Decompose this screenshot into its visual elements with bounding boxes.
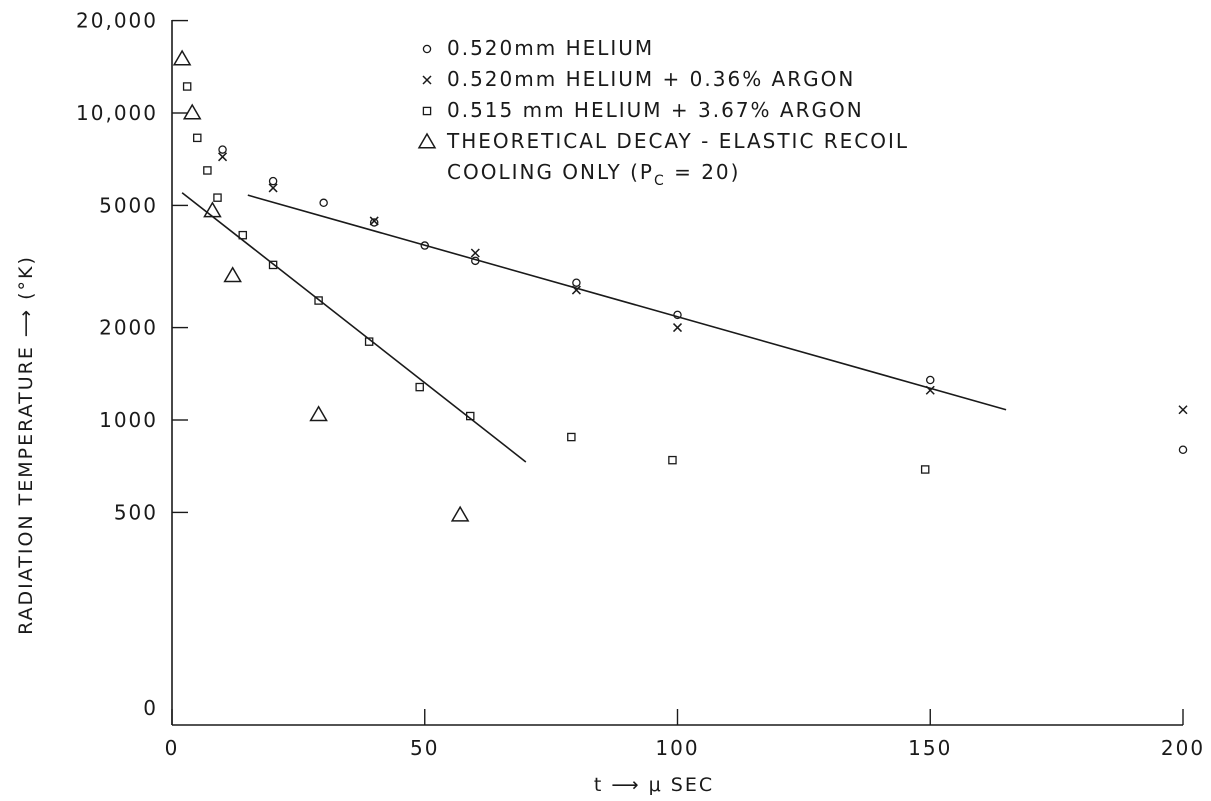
x-axis-title: t ⟶ μ SEC (594, 774, 714, 796)
x-axis-ticks: 0 50 100 150 200 (165, 709, 1205, 760)
legend-label: 0.520mm HELIUM (447, 36, 654, 60)
data-point-triangle (450, 505, 470, 522)
y-tick-label-zero: 0 (143, 696, 158, 720)
data-point-x (218, 152, 228, 162)
data-point-circle (926, 375, 935, 385)
data-point-x (925, 385, 935, 395)
data-point-circle (268, 176, 278, 186)
data-point-circle (673, 310, 682, 320)
data-point-circle (572, 278, 581, 287)
legend-label: THEORETICAL DECAY - ELASTIC RECOIL (446, 129, 909, 153)
data-point-triangle (182, 103, 202, 120)
data-point-square (203, 166, 212, 175)
data-point-triangle (309, 405, 328, 422)
data-point-circle (218, 145, 227, 154)
data-point-square (193, 133, 202, 143)
data-point-x (672, 323, 683, 333)
y-tick-label: 500 (114, 500, 158, 524)
data-point-x (571, 285, 581, 295)
y-tick-label: 10,000 (76, 101, 158, 125)
data-point-x (470, 248, 480, 258)
fit-line (247, 194, 1007, 411)
y-tick-label: 20,000 (76, 9, 158, 33)
x-tick-label: 50 (410, 736, 439, 760)
legend-label-line2: COOLING ONLY (PC = 20) (447, 160, 740, 189)
data-point-x (1178, 405, 1188, 415)
data-point-circle (1178, 445, 1188, 455)
x-tick-label: 0 (165, 736, 180, 760)
x-tick-label: 150 (908, 736, 952, 760)
data-point-square (364, 337, 374, 346)
fit-line (181, 192, 527, 463)
data-point-x (369, 216, 379, 226)
y-axis-title: RADIATION TEMPERATURE ⟶ (°K) (15, 255, 37, 635)
data-point-circle (319, 198, 328, 208)
axes (171, 20, 1183, 726)
legend-marker-circle (422, 44, 432, 54)
x-tick-label: 100 (655, 736, 699, 760)
data-points (172, 49, 1188, 522)
y-axis-ticks: 500 1000 2000 5000 10,000 20,000 0 (76, 9, 188, 720)
data-point-x (268, 183, 278, 193)
data-point-square (567, 432, 576, 442)
data-point-square (465, 411, 475, 421)
fit-lines (181, 192, 1007, 463)
data-point-triangle (203, 201, 222, 218)
legend-marker-triangle (417, 132, 437, 149)
legend-marker-x (422, 75, 432, 85)
data-point-square (238, 230, 248, 240)
y-tick-label: 2000 (99, 316, 158, 340)
y-tick-label: 1000 (99, 408, 158, 432)
legend: 0.520mm HELIUM 0.520mm HELIUM + 0.36% ARG… (417, 36, 909, 189)
data-point-square (415, 382, 424, 392)
data-point-square (668, 455, 677, 465)
legend-label: 0.515 mm HELIUM + 3.67% ARGON (447, 98, 864, 122)
data-point-square (213, 193, 222, 202)
data-point-square (268, 260, 278, 270)
data-point-circle (369, 218, 379, 227)
data-point-triangle (172, 49, 192, 66)
data-point-square (920, 465, 930, 474)
data-point-square (182, 82, 192, 91)
legend-marker-square (422, 106, 432, 116)
legend-label: 0.520mm HELIUM + 0.36% ARGON (447, 67, 855, 91)
data-point-square (314, 296, 323, 305)
data-point-circle (420, 241, 429, 250)
data-point-circle (471, 256, 480, 266)
data-point-triangle (223, 266, 242, 283)
x-tick-label: 200 (1161, 736, 1205, 760)
y-tick-label: 5000 (99, 193, 158, 217)
